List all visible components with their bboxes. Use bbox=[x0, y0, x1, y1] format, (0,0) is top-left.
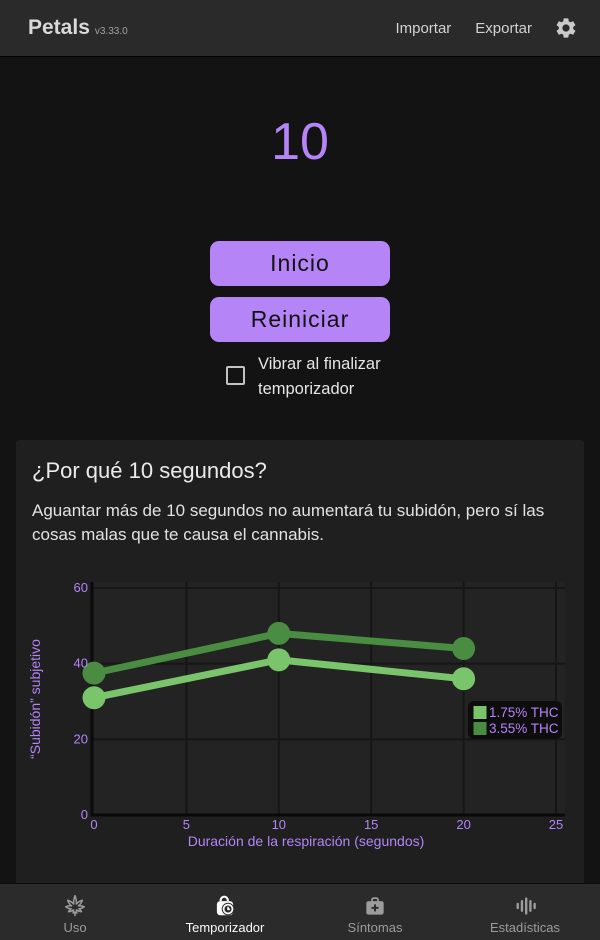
vibrate-option-row: Vibrar al finalizar temporizador bbox=[226, 352, 418, 401]
nav-label-uso: Uso bbox=[63, 920, 87, 935]
chart-data-point bbox=[267, 648, 291, 672]
vibrate-checkbox[interactable] bbox=[226, 366, 245, 385]
card-body-text: Aguantar más de 10 segundos no aumentará… bbox=[32, 501, 545, 544]
chart-data-point bbox=[267, 621, 291, 645]
card-title: ¿Por qué 10 segundos? bbox=[32, 458, 267, 483]
cannabis-leaf-icon bbox=[64, 894, 86, 917]
chart-data-point bbox=[452, 667, 476, 691]
nav-item-uso[interactable]: Uso bbox=[0, 884, 150, 940]
nav-label-sintomas: Síntomas bbox=[347, 920, 403, 935]
why-10-seconds-card: ¿Por qué 10 segundos? Aguantar más de 10… bbox=[16, 440, 584, 884]
timer-display: 10 bbox=[271, 113, 329, 171]
reset-button[interactable]: Reiniciar bbox=[210, 297, 390, 342]
nav-item-sintomas[interactable]: Síntomas bbox=[300, 884, 450, 940]
breathhold-chart: 0 5 10 15 20 25 0 20 40 60 Duración de la respirac… bbox=[27, 580, 565, 849]
bottom-nav: Uso Temporizador Síntomas Estadísticas bbox=[0, 884, 600, 940]
chart-y-tick-label: 40 bbox=[74, 656, 88, 671]
chart-x-tick-label: 5 bbox=[183, 817, 190, 832]
nav-label-estadisticas: Estadísticas bbox=[489, 920, 561, 935]
chart-legend-swatch bbox=[473, 722, 487, 735]
chart-legend-label: 1.75% THC bbox=[489, 705, 559, 720]
app-header: Petals v3.33.0 Importar Exportar bbox=[0, 0, 600, 56]
chart-x-tick-label: 20 bbox=[456, 817, 470, 832]
chart-y-tick-label: 60 bbox=[74, 580, 88, 595]
start-button[interactable]: Inicio bbox=[210, 241, 390, 286]
chart-x-tick-label: 10 bbox=[272, 817, 286, 832]
chart-legend-swatch bbox=[473, 706, 487, 719]
chart-data-point bbox=[82, 661, 106, 685]
timer-icon bbox=[216, 895, 235, 916]
chart-plot-area bbox=[93, 582, 565, 815]
chart-x-tick-label: 0 bbox=[90, 817, 97, 832]
app-title: Petals bbox=[28, 16, 90, 39]
app-version: v3.33.0 bbox=[94, 26, 128, 37]
chart-x-tick-label: 15 bbox=[364, 817, 378, 832]
vibrate-checkbox-label[interactable]: Vibrar al finalizar temporizador bbox=[258, 355, 381, 398]
first-aid-kit-icon bbox=[366, 897, 384, 915]
gear-icon[interactable] bbox=[554, 16, 578, 40]
nav-item-temporizador[interactable]: Temporizador bbox=[150, 884, 300, 940]
chart-y-axis-title: “Subidón” subjetivo bbox=[27, 639, 43, 759]
chart-data-point bbox=[82, 686, 106, 710]
chart-data-point bbox=[452, 637, 476, 661]
chart-legend-label: 3.55% THC bbox=[489, 721, 559, 736]
chart-y-tick-label: 0 bbox=[81, 807, 88, 822]
chart-x-axis-title: Duración de la respiración (segundos) bbox=[188, 833, 425, 849]
nav-item-estadisticas[interactable]: Estadísticas bbox=[450, 884, 600, 940]
import-button[interactable]: Importar bbox=[395, 19, 452, 37]
chart-x-tick-label: 25 bbox=[549, 817, 563, 832]
chart-legend-box bbox=[468, 701, 562, 739]
nav-label-temporizador: Temporizador bbox=[185, 920, 265, 935]
chart-y-tick-label: 20 bbox=[74, 731, 88, 746]
export-button[interactable]: Exportar bbox=[475, 19, 532, 37]
equalizer-icon bbox=[516, 897, 536, 915]
